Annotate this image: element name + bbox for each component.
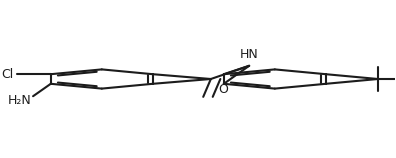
Text: HN: HN bbox=[240, 48, 259, 61]
Text: Cl: Cl bbox=[1, 68, 13, 81]
Text: O: O bbox=[219, 83, 228, 96]
Text: H₂N: H₂N bbox=[8, 94, 31, 107]
